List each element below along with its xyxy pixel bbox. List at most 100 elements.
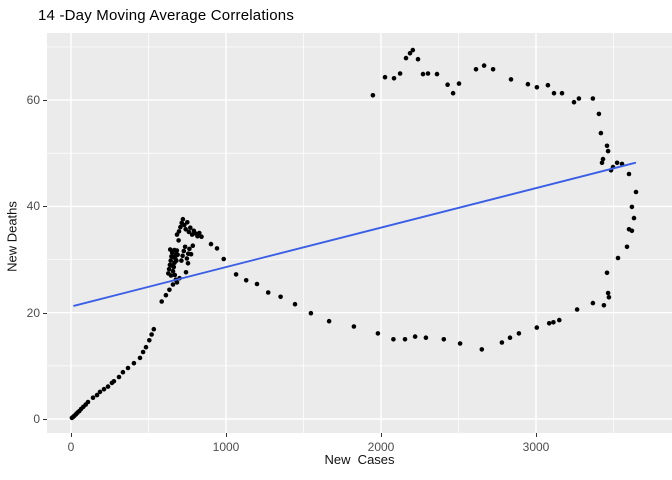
- data-point: [508, 77, 514, 82]
- x-tick-label: 2000: [367, 440, 395, 454]
- data-point: [167, 247, 173, 252]
- trend-line: [73, 161, 637, 307]
- data-point: [375, 331, 381, 336]
- y-tick-mark: [43, 206, 47, 208]
- data-point: [605, 148, 611, 154]
- data-point: [265, 290, 271, 295]
- data-point: [167, 287, 172, 293]
- x-tick-label: 1000: [212, 440, 240, 454]
- data-point: [254, 281, 260, 287]
- data-point: [382, 74, 388, 80]
- data-point: [243, 278, 249, 283]
- data-point: [149, 332, 154, 337]
- data-point: [183, 270, 189, 275]
- x-axis-title: New Cases: [324, 452, 395, 467]
- data-point: [97, 389, 103, 395]
- data-point: [105, 384, 111, 389]
- data-point: [629, 204, 635, 210]
- data-point: [605, 290, 611, 296]
- data-point: [137, 355, 143, 361]
- data-point: [171, 254, 176, 260]
- data-point: [131, 360, 137, 366]
- data-point: [614, 160, 620, 166]
- plot-area: [47, 33, 672, 433]
- data-point: [425, 71, 431, 76]
- data-point: [534, 85, 540, 90]
- data-point: [490, 67, 496, 72]
- data-point: [85, 399, 91, 405]
- data-point: [629, 228, 635, 234]
- data-point: [174, 258, 179, 263]
- data-point: [600, 156, 606, 162]
- data-point: [403, 55, 409, 61]
- data-point: [599, 160, 605, 166]
- x-tick-mark: [226, 433, 227, 437]
- data-point: [434, 71, 440, 77]
- data-point: [596, 111, 602, 117]
- data-point: [188, 225, 193, 230]
- data-point: [186, 229, 192, 235]
- data-point: [370, 93, 376, 98]
- data-point: [457, 341, 463, 346]
- data-point: [631, 215, 637, 221]
- data-point: [199, 234, 204, 239]
- data-point: [292, 301, 298, 307]
- data-point: [116, 374, 122, 380]
- data-point: [180, 253, 185, 259]
- data-point: [456, 81, 462, 86]
- data-point: [479, 347, 485, 352]
- data-point: [516, 331, 522, 336]
- data-point: [391, 76, 397, 81]
- data-point: [176, 238, 181, 243]
- data-point: [574, 307, 580, 312]
- x-tick-label: 3000: [522, 440, 550, 454]
- data-point: [626, 171, 632, 177]
- chart-title: 14 -Day Moving Average Correlations: [38, 7, 295, 24]
- data-point: [185, 220, 190, 225]
- data-point: [190, 243, 196, 248]
- data-point: [571, 99, 577, 105]
- data-point: [233, 272, 239, 277]
- data-point: [525, 81, 531, 87]
- data-point: [151, 326, 157, 332]
- data-point: [197, 230, 202, 236]
- data-point: [178, 224, 183, 230]
- data-point: [546, 321, 552, 326]
- data-point: [604, 143, 610, 149]
- data-point: [189, 232, 195, 237]
- data-point: [415, 56, 421, 62]
- data-point: [183, 227, 188, 232]
- data-point: [391, 337, 396, 342]
- data-point: [168, 258, 173, 263]
- data-point: [397, 71, 403, 76]
- y-tick-mark: [43, 100, 47, 102]
- data-point: [576, 96, 582, 101]
- data-point: [169, 263, 175, 268]
- data-point: [101, 386, 107, 392]
- data-point: [445, 82, 450, 87]
- data-point: [624, 244, 630, 250]
- data-point: [412, 334, 418, 339]
- plot-panel: [47, 33, 672, 433]
- data-point: [208, 241, 214, 247]
- data-point: [615, 255, 621, 261]
- data-point: [188, 251, 194, 257]
- y-tick-label: 40: [26, 199, 40, 214]
- data-point: [170, 268, 176, 274]
- x-tick-mark: [381, 433, 382, 437]
- data-point: [172, 247, 177, 253]
- data-point: [187, 246, 192, 252]
- data-point: [423, 335, 429, 341]
- data-point: [140, 349, 146, 355]
- data-point: [590, 300, 596, 306]
- data-point: [278, 294, 283, 300]
- data-point: [185, 261, 191, 266]
- data-point: [111, 379, 117, 384]
- y-tick-label: 60: [26, 93, 40, 108]
- data-point: [590, 96, 596, 101]
- data-point: [125, 365, 131, 371]
- y-tick-mark: [43, 419, 47, 420]
- data-point: [407, 51, 413, 56]
- data-point: [557, 317, 562, 323]
